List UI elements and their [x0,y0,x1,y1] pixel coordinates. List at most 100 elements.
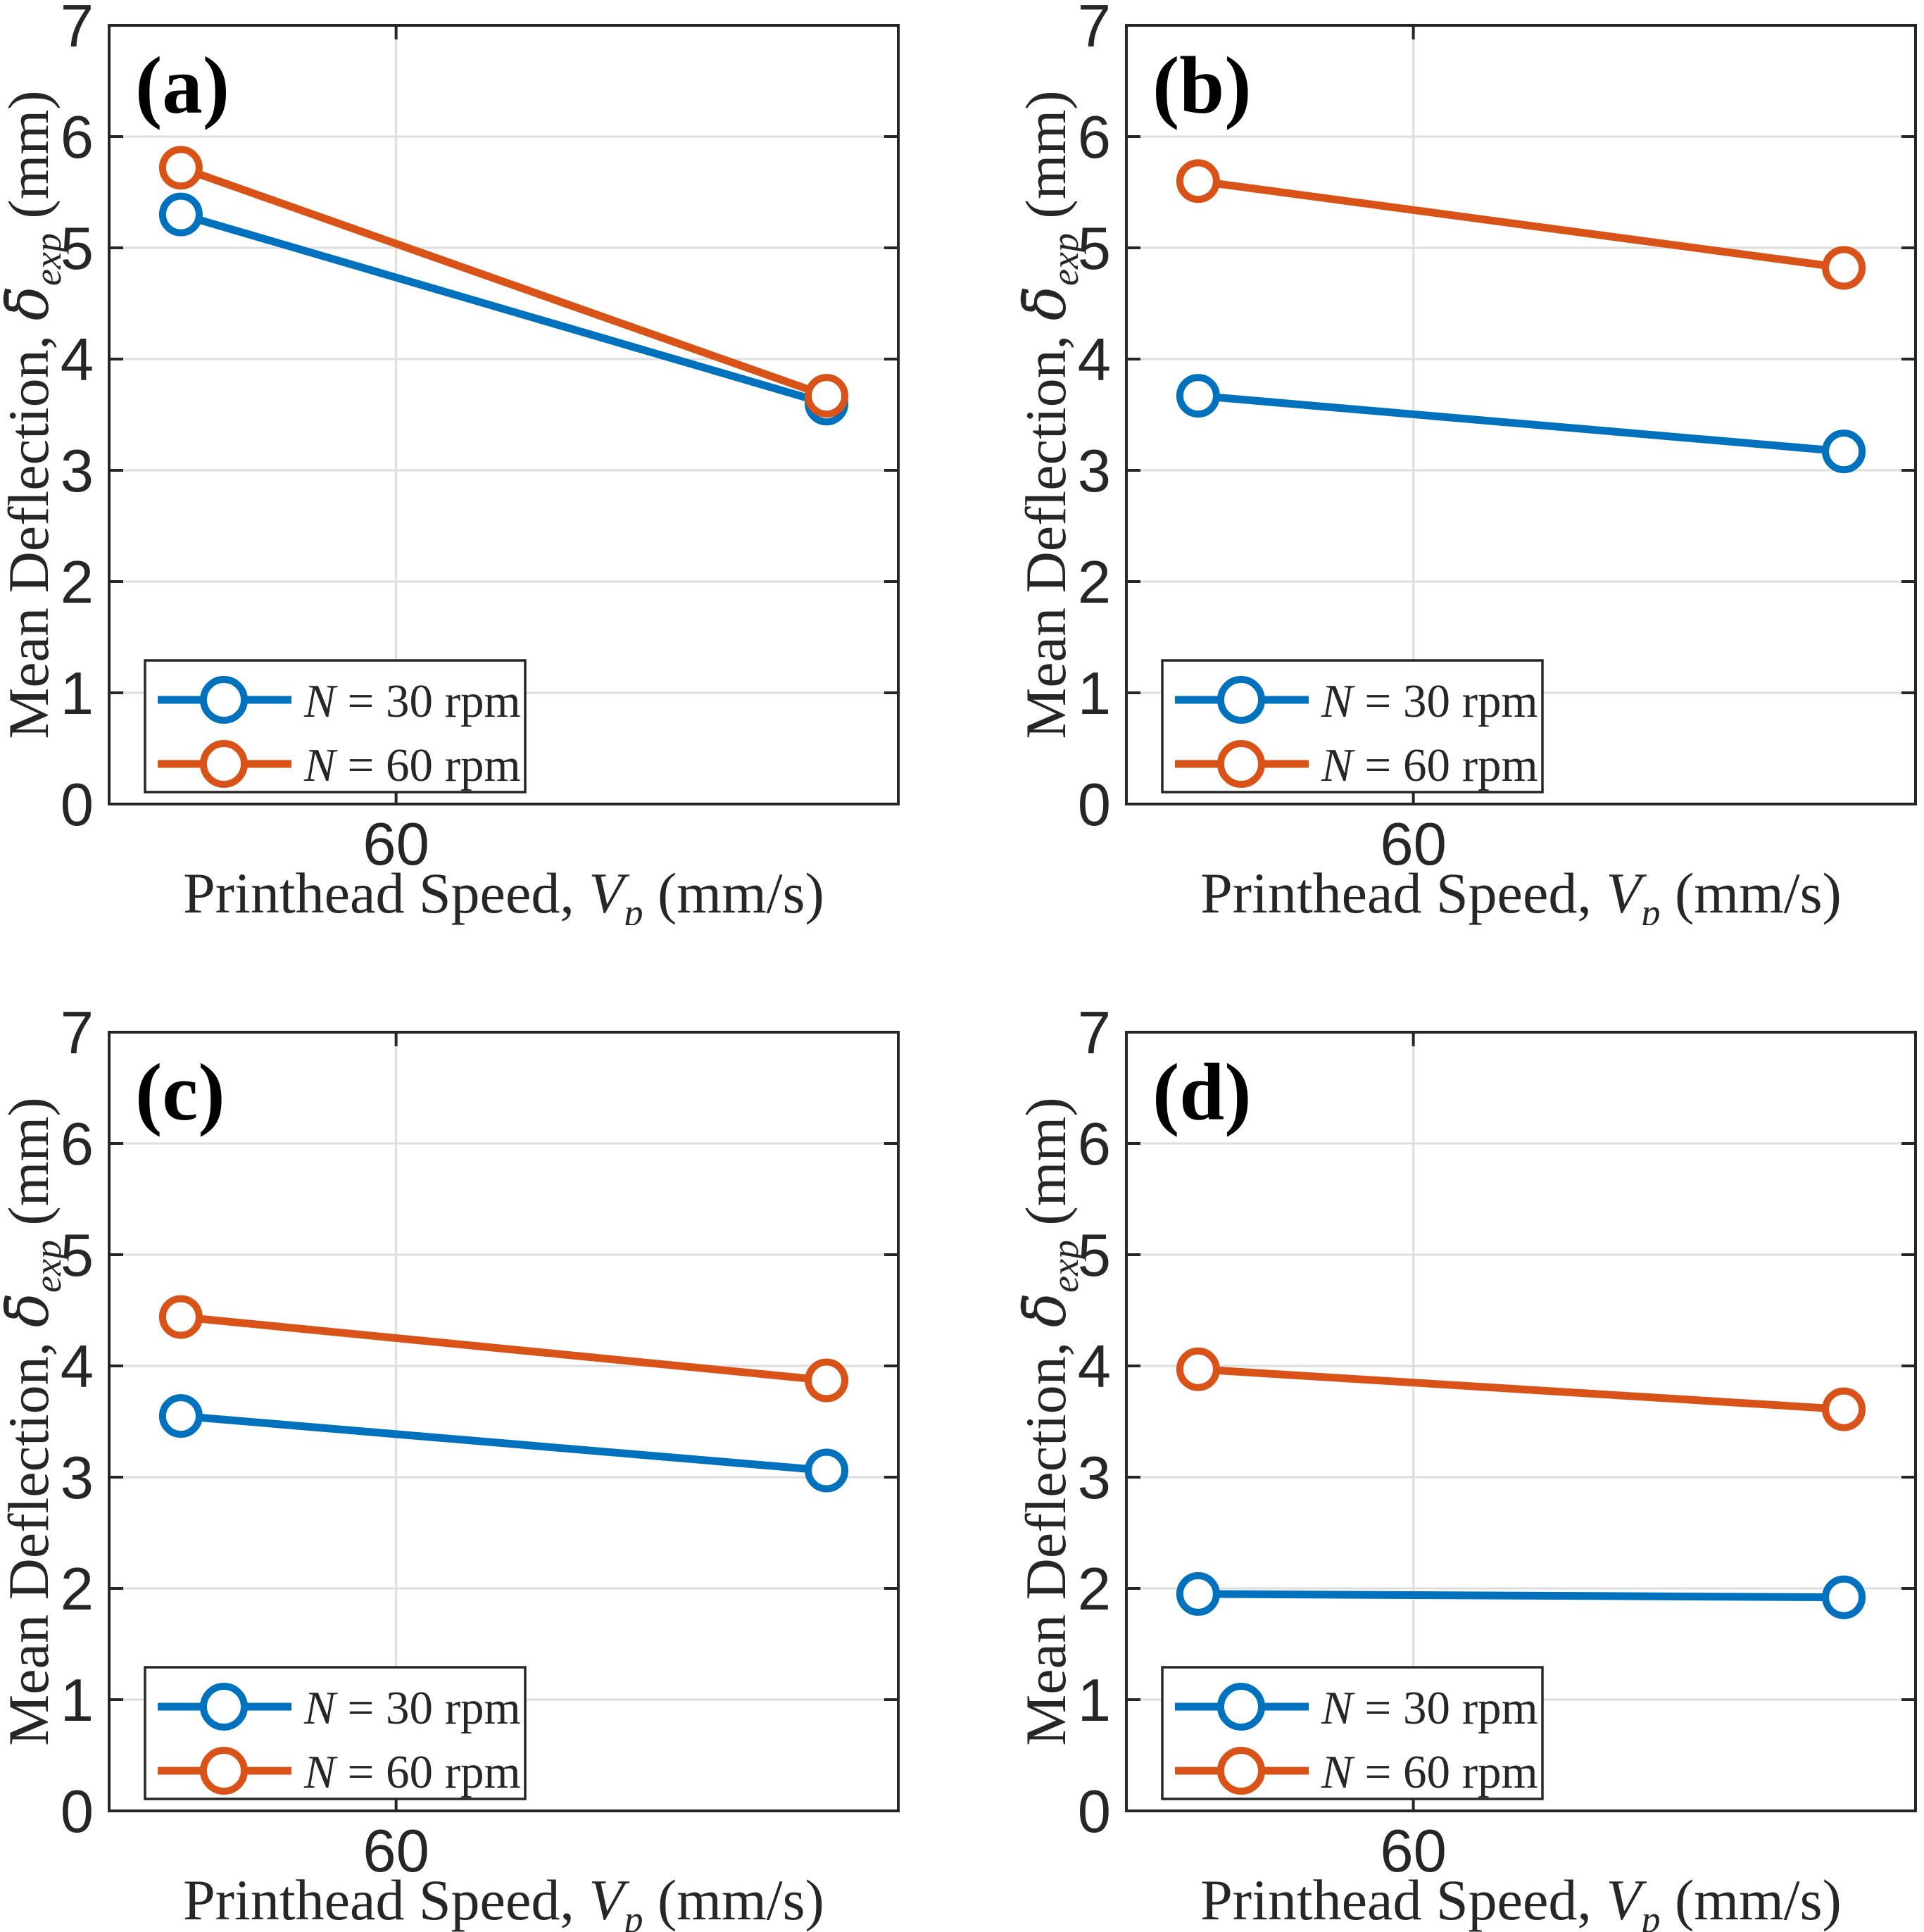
data-point-marker-n60 [1176,1347,1220,1391]
legend-entry-var: N [1321,1746,1355,1798]
y-tick-label: 5 [1078,1222,1111,1289]
y-axis-label: Mean Deflection, δ̄exp (mm) [1017,1097,1086,1745]
legend-entry-rest: = 60 rpm [1353,1746,1538,1798]
y-tick-label: 3 [1078,438,1111,505]
x-tick-label: 60 [363,811,429,878]
y-tick-label: 3 [61,438,94,505]
series-line-n60 [1194,1365,1848,1414]
data-point-marker-n60 [158,146,203,190]
data-point-marker-n60 [805,1358,849,1403]
y-tick-label: 6 [1078,1111,1111,1178]
panel-letter-a: (a) [135,41,230,130]
legend-entry-marker [1217,1747,1265,1795]
panel-c: 0 1 2 3 4 5 6 7 60 Printhead Speed, Vp (mm/s) Mean… [0,1007,907,1932]
series-line-n60 [177,163,831,400]
x-tick-label: 60 [1380,811,1447,878]
x-axis-label-var: V [589,1868,629,1932]
y-axis-label-prefix: Mean Deflection, [0,320,61,739]
x-axis-label-sub: p [621,891,643,925]
y-axis-label-var: δ̄ [1017,1293,1079,1327]
data-point-marker-n30 [1822,1575,1866,1619]
legend-entry-marker [200,740,248,788]
x-axis-label-suffix: (mm/s) [1660,1868,1841,1932]
y-axis-label-sub: exp [27,233,69,286]
legend-entry-rest: = 30 rpm [336,675,521,727]
y-axis-label-prefix: Mean Deflection, [1017,1327,1078,1745]
data-point-marker-n60 [1176,159,1220,203]
axis-box [108,24,900,805]
data-point-marker-n30 [1176,374,1220,418]
legend-entry-rest: = 60 rpm [336,1746,521,1798]
legend-entry-label: N = 30 rpm [1321,675,1538,727]
data-point-marker-n60 [158,1295,203,1339]
x-tick-label: 60 [1380,1818,1447,1885]
legend-entry-rest: = 30 rpm [1353,675,1538,727]
legend-entry-var: N [303,739,338,791]
y-axis-label-suffix: (mm) [1017,90,1078,233]
series-line-n30 [1194,1590,1848,1602]
data-point-marker-n30 [158,1394,203,1438]
y-tick-label: 0 [1078,772,1111,839]
legend-entry-var: N [303,1682,338,1734]
x-axis-label: Printhead Speed, Vp (mm/s) [1200,1868,1842,1932]
legend-entry-var: N [303,675,338,727]
data-point-marker-n30 [1822,429,1866,474]
x-axis-label-sub: p [621,1898,643,1932]
x-tick-label: 60 [363,1818,429,1885]
x-axis-label-suffix: (mm/s) [643,861,824,925]
data-point-marker-n30 [805,1448,849,1493]
y-axis-label-sub: exp [1044,233,1086,286]
y-tick-label: 5 [61,215,94,282]
data-point-marker-n60 [1822,1387,1866,1431]
legend-entry-rest: = 60 rpm [336,739,521,791]
y-tick-label: 2 [61,549,94,616]
y-axis-label: Mean Deflection, δ̄exp (mm) [0,1097,69,1745]
data-point-marker-n30 [1176,1572,1220,1616]
y-tick-label: 5 [1078,215,1111,282]
x-axis-label-prefix: Printhead Speed, [1200,1868,1606,1932]
y-tick-label: 2 [1078,549,1111,616]
legend-entry-var: N [303,1746,338,1798]
y-axis-label-var: δ̄ [0,286,62,320]
legend-entry-marker [1217,740,1265,788]
y-axis-label-suffix: (mm) [0,90,61,233]
x-axis-label: Printhead Speed, Vp (mm/s) [1200,861,1842,925]
panel-b: 0 1 2 3 4 5 6 7 60 Printhead Speed, Vp (mm/s) Mean… [1017,0,1924,925]
legend-entry-label: N = 30 rpm [303,1682,521,1734]
y-tick-label: 7 [61,0,94,60]
series-line-n30 [1194,391,1848,456]
x-axis-label-suffix: (mm/s) [1660,861,1841,925]
x-axis-label-suffix: (mm/s) [643,1868,824,1932]
data-point-marker-n30 [158,192,203,237]
x-axis-label-var: V [589,861,629,925]
legend-entry-label: N = 60 rpm [1321,739,1538,791]
legend-entry-rest: = 30 rpm [336,1682,521,1734]
panel-letter-d: (d) [1152,1048,1252,1137]
series-line-n60 [1194,177,1848,272]
y-tick-label: 6 [61,104,94,171]
legend-entry-label: N = 60 rpm [303,739,521,791]
legend-entry-label: N = 60 rpm [303,1746,521,1798]
series-line-n60 [177,1312,831,1385]
y-tick-label: 0 [61,1779,94,1845]
series-line-n30 [177,1412,831,1475]
legend-entry-var: N [1321,1682,1355,1734]
y-axis-label-suffix: (mm) [1017,1097,1078,1240]
y-tick-label: 6 [1078,104,1111,171]
x-axis-label: Printhead Speed, Vp (mm/s) [183,861,824,925]
legend-entry-label: N = 60 rpm [1321,1746,1538,1798]
panel-a: 0 1 2 3 4 5 6 7 60 Printhead Speed, Vp (mm/s) Mean… [0,0,907,925]
x-axis-label-sub: p [1638,891,1660,925]
y-tick-label: 1 [61,1667,94,1734]
panel-letter-b: (b) [1152,41,1252,130]
y-axis-label-prefix: Mean Deflection, [0,1327,61,1745]
data-point-marker-n60 [805,374,849,418]
legend-entry-marker [200,1683,248,1731]
panel-letter-c: (c) [135,1048,225,1137]
legend-entry-var: N [1321,675,1355,727]
y-axis-label-prefix: Mean Deflection, [1017,320,1078,739]
